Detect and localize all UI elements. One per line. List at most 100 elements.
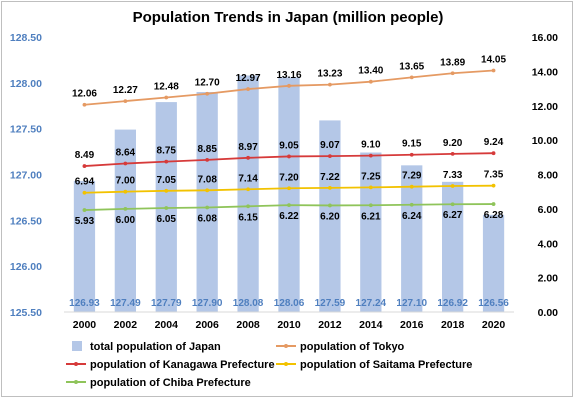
legend-item: population of Saitama Prefecture (276, 359, 472, 371)
point-value-label: 9.24 (484, 137, 504, 148)
point-value-label: 6.08 (197, 214, 217, 225)
legend-marker (74, 362, 78, 366)
series-point (82, 208, 87, 212)
series-point (287, 186, 291, 191)
bar-value-label: 128.08 (233, 298, 264, 309)
bar (114, 129, 136, 312)
y-right-tick-label: 6.00 (538, 204, 559, 216)
point-value-label: 7.08 (197, 174, 217, 185)
series-point (368, 79, 373, 84)
series-point (450, 71, 455, 76)
point-value-label: 9.07 (320, 140, 340, 151)
series-point (491, 151, 496, 156)
series-point (409, 152, 414, 157)
bar (482, 214, 505, 312)
bar-value-label: 127.24 (356, 298, 387, 309)
series-point (287, 203, 291, 207)
legend-item: population of Chiba Prefecture (66, 377, 251, 389)
point-value-label: 7.05 (157, 175, 177, 186)
point-value-label: 12.70 (195, 78, 220, 89)
series-point (328, 186, 332, 190)
point-value-label: 6.20 (320, 211, 340, 222)
y-right-tick-label: 10.00 (532, 135, 558, 147)
point-value-label: 12.27 (113, 85, 138, 96)
series-point (123, 206, 128, 211)
y-right-tick-label: 0.00 (538, 307, 559, 319)
x-tick-label: 2000 (73, 319, 97, 331)
series-point (450, 184, 455, 188)
bar (360, 152, 382, 312)
legend-marker (284, 344, 288, 348)
series-point (287, 154, 291, 159)
bar (319, 120, 341, 313)
point-value-label: 9.10 (361, 140, 381, 151)
series-point (164, 188, 169, 193)
point-value-label: 7.33 (443, 170, 463, 181)
point-value-label: 13.16 (276, 70, 301, 81)
point-value-label: 6.00 (116, 215, 136, 226)
bar-value-label: 127.79 (151, 298, 182, 309)
point-value-label: 9.05 (279, 140, 299, 151)
series-point (409, 202, 414, 207)
y-left-tick-label: 125.50 (10, 307, 42, 319)
series-point (123, 189, 128, 194)
point-value-label: 13.65 (399, 61, 424, 72)
x-tick-label: 2018 (441, 319, 465, 331)
series-point (123, 161, 128, 166)
point-value-label: 6.28 (484, 210, 504, 221)
data-labels: 126.93 127.49 127.79 127.90 128.08 128.06 127.… (69, 55, 509, 309)
series-point (328, 203, 332, 208)
point-value-label: 6.94 (75, 177, 95, 188)
point-value-label: 8.97 (238, 142, 258, 153)
line-series (82, 68, 496, 212)
point-value-label: 7.25 (361, 171, 381, 182)
series-point (164, 95, 169, 100)
series-point (82, 190, 87, 195)
point-value-label: 13.23 (317, 69, 342, 80)
series-point (409, 75, 414, 80)
chart-title: Population Trends in Japan (million peop… (133, 9, 444, 26)
point-value-label: 7.22 (320, 172, 340, 183)
point-value-label: 14.05 (481, 55, 506, 66)
series-point (164, 206, 169, 210)
y-right-tick-label: 12.00 (532, 101, 558, 113)
bar (73, 180, 96, 312)
point-value-label: 8.85 (197, 144, 217, 155)
series-point (205, 91, 210, 96)
point-value-label: 9.20 (443, 138, 463, 149)
y-left-tick-label: 128.50 (10, 32, 42, 44)
point-value-label: 7.14 (238, 173, 258, 184)
series-point (287, 83, 291, 88)
point-value-label: 12.06 (72, 89, 97, 100)
bar-value-label: 127.59 (315, 298, 346, 309)
bar-value-label: 126.56 (478, 298, 509, 309)
series-point (246, 87, 250, 91)
point-value-label: 6.24 (402, 211, 422, 222)
series-point (164, 159, 169, 164)
point-value-label: 9.15 (402, 139, 422, 150)
bar (401, 165, 423, 312)
series-point (205, 188, 210, 193)
x-tick-label: 2006 (196, 319, 220, 331)
series-point (491, 68, 496, 73)
legend-swatch (72, 341, 82, 351)
y-left-tick-label: 126.50 (10, 215, 42, 227)
series-point (246, 155, 250, 160)
point-value-label: 5.93 (75, 216, 95, 227)
series-point (205, 157, 210, 162)
point-value-label: 8.75 (157, 146, 177, 157)
series-point (450, 151, 455, 156)
y-right-tick-label: 14.00 (532, 66, 558, 78)
y-left-tick-label: 128.00 (10, 78, 42, 90)
series-point (368, 153, 373, 158)
point-value-label: 6.15 (238, 212, 258, 223)
bar (278, 77, 300, 312)
x-tick-label: 2008 (236, 319, 260, 331)
legend-label: total population of Japan (90, 341, 221, 353)
x-tick-label: 2014 (359, 319, 383, 331)
point-value-label: 12.97 (236, 73, 261, 84)
point-value-label: 6.21 (361, 211, 381, 222)
bar-value-label: 127.90 (192, 298, 223, 309)
